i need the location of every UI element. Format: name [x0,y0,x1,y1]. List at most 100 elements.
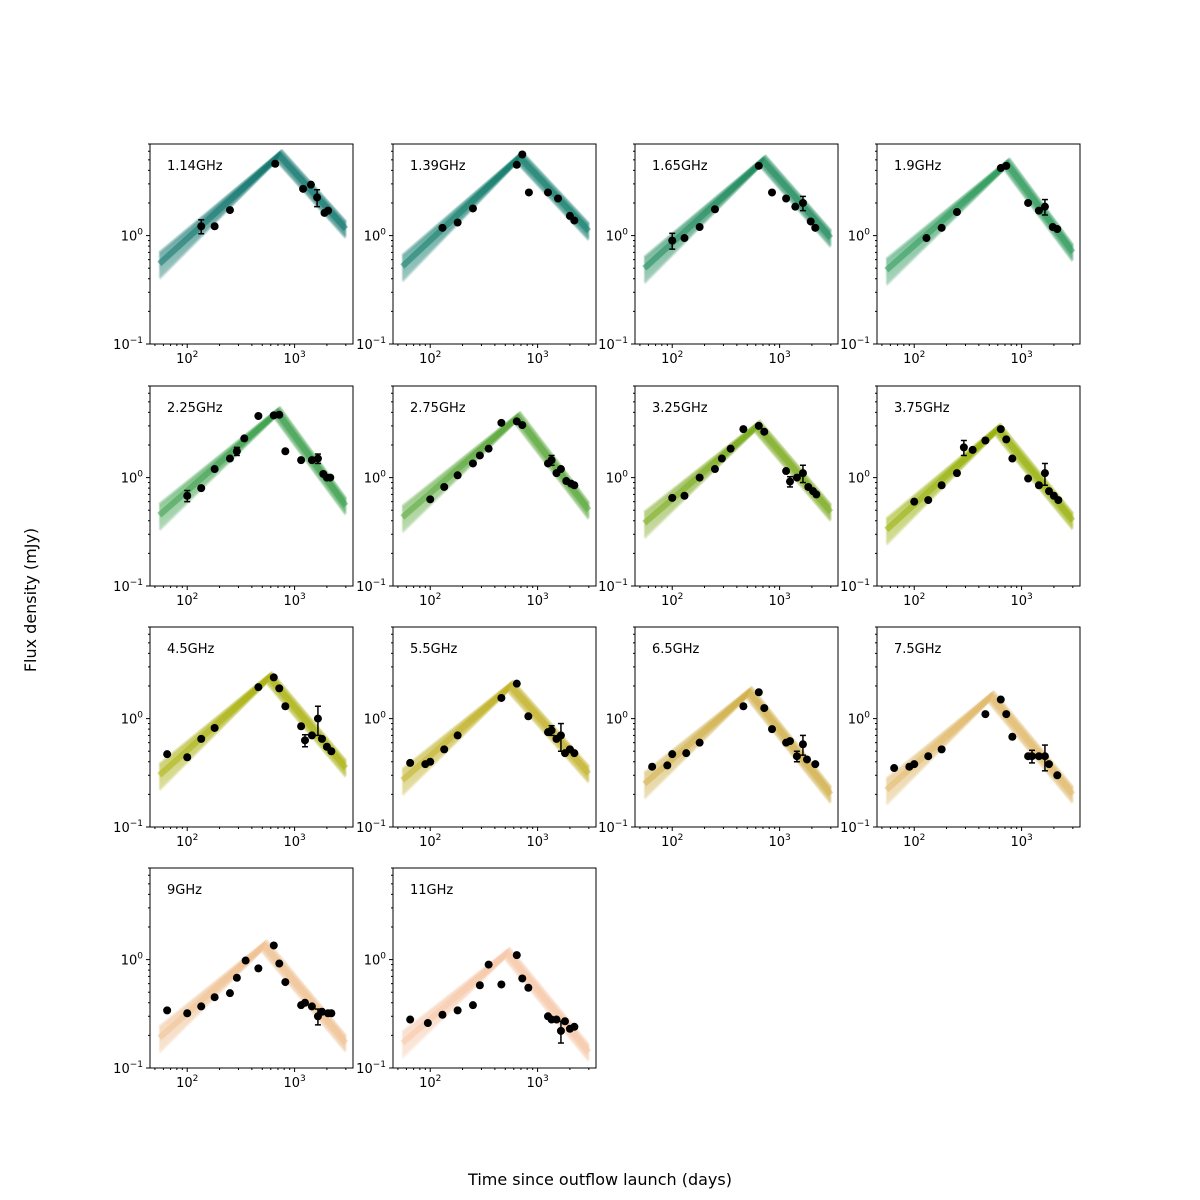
model-median-curve [400,681,592,783]
y-tick-label: 10−1 [113,1060,143,1077]
model-curve [401,947,591,1048]
model-curve [643,420,833,515]
model-curve [158,670,348,766]
data-point [570,1022,579,1031]
panel-frequency-label: 4.5GHz [167,642,215,657]
data-point [811,760,820,769]
data-point [952,469,961,478]
data-point [668,750,677,759]
panel-frequency-label: 11GHz [410,883,453,898]
data-point [327,747,336,756]
data-point [468,1001,477,1010]
model-curve [401,681,591,774]
model-curve [643,155,833,262]
axes-frame [149,867,354,1069]
data-point [560,1017,569,1026]
model-curve [158,406,348,506]
data-point [453,731,462,740]
model-curve [158,947,348,1050]
data-point [792,752,801,761]
model-curve [401,680,591,772]
data-point [543,188,552,197]
panel-frequency-label: 9GHz [167,883,202,898]
data-point [317,1007,326,1016]
x-tick-label: 102 [419,350,441,367]
data-point [440,745,449,754]
data-point [552,1015,561,1024]
data-point [710,205,719,214]
model-curve [158,939,348,1038]
model-curve [158,671,348,766]
model-curve [158,149,348,255]
panel-frequency-label: 1.65GHz [652,159,708,174]
data-point [497,418,506,427]
data-point [1034,206,1043,215]
data-point [1034,481,1043,490]
data-point [937,481,946,490]
data-point [785,737,794,746]
y-tick-label: 10−1 [598,819,628,836]
model-curve [885,158,1075,264]
data-point [768,188,777,197]
model-band [157,405,349,532]
x-tick-label: 102 [661,592,683,609]
data-point [254,683,263,692]
x-tick-label: 103 [1010,833,1032,850]
model-curve [158,672,348,769]
data-point [281,447,290,456]
data-point [792,473,801,482]
data-point [524,712,533,721]
model-curve [401,681,591,775]
data-point [163,1006,172,1015]
model-curve [643,156,833,263]
model-curve [158,946,348,1048]
data-point [1024,198,1033,207]
model-curve [158,671,348,767]
data-point [1040,752,1049,761]
model-curve [401,411,591,509]
axes-frame [634,626,839,828]
data-point [497,693,506,702]
model-curve [401,948,591,1049]
model-curve [401,411,591,510]
data-point [299,184,308,193]
data-point [254,412,263,421]
model-curve [158,939,348,1037]
model-curve [158,940,348,1040]
data-point [754,161,763,170]
data-point [802,755,811,764]
model-curve [158,406,348,507]
data-point [269,941,278,950]
model-curve [643,685,833,788]
y-tick-label: 10−1 [356,578,386,595]
data-point [512,160,521,169]
data-point [556,731,565,740]
model-curve [158,671,348,768]
x-tick-label: 103 [526,350,548,367]
data-point [254,964,263,973]
y-tick-label: 10−1 [598,578,628,595]
panel-11GHz: 102 103 10−1 100 11GHz [356,867,597,1091]
panel-frequency-label: 2.25GHz [167,401,223,416]
panel-frequency-label: 5.5GHz [410,642,458,657]
data-point [663,761,672,770]
data-point [306,180,315,189]
data-point [798,198,807,207]
data-point [668,493,677,502]
panel-1.65GHz: 102 103 10−1 100 1.65GHz [598,143,839,367]
data-point [313,193,322,202]
model-curve [885,158,1075,263]
data-point [768,725,777,734]
x-tick-label: 103 [283,833,305,850]
data-point [512,951,521,960]
panel-frequency-label: 7.5GHz [894,642,942,657]
data-point [924,752,933,761]
data-point [806,217,815,226]
x-tick-label: 102 [903,350,925,367]
data-point [297,722,306,731]
model-curve [158,945,348,1048]
data-point [232,973,241,982]
x-tick-label: 102 [903,592,925,609]
model-curve [158,150,348,257]
data-point [710,465,719,474]
